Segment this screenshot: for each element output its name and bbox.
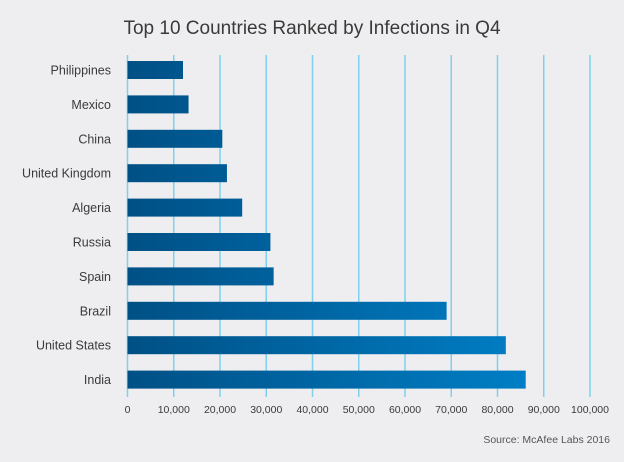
bar-brazil (127, 301, 447, 320)
category-label: United States (36, 339, 111, 353)
source-note: Source: McAfee Labs 2016 (483, 434, 610, 446)
category-label: China (78, 132, 111, 146)
x-tick-label: 40,000 (296, 404, 328, 416)
category-label: Philippines (51, 64, 111, 78)
x-tick-label: 0 (125, 404, 131, 416)
x-tick-label: 50,000 (343, 404, 375, 416)
x-tick-label: 30,000 (250, 404, 282, 416)
x-tick-label: 20,000 (204, 404, 236, 416)
category-label: United Kingdom (22, 167, 111, 181)
x-tick-label: 100,000 (571, 404, 609, 416)
bar-united-kingdom (127, 164, 227, 183)
bar-spain (127, 267, 274, 286)
bar-china (127, 129, 223, 148)
x-tick-label: 80,000 (481, 404, 513, 416)
x-tick-label: 60,000 (389, 404, 421, 416)
category-label: Algeria (72, 201, 111, 215)
x-tick-label: 70,000 (435, 404, 467, 416)
chart-title: Top 10 Countries Ranked by Infections in… (123, 18, 501, 39)
category-label: Brazil (80, 304, 111, 318)
bar-russia (127, 233, 271, 251)
bar-algeria (127, 198, 243, 217)
bar-philippines (127, 61, 183, 79)
x-tick-label: 10,000 (158, 404, 190, 416)
category-label: Mexico (71, 98, 111, 112)
bar-india (127, 370, 526, 389)
x-tick-label: 90,000 (528, 404, 560, 416)
category-label: India (84, 373, 111, 387)
bar-united-states (127, 336, 506, 355)
bar-mexico (127, 95, 189, 114)
category-label: Spain (79, 270, 111, 284)
category-label: Russia (73, 236, 111, 250)
